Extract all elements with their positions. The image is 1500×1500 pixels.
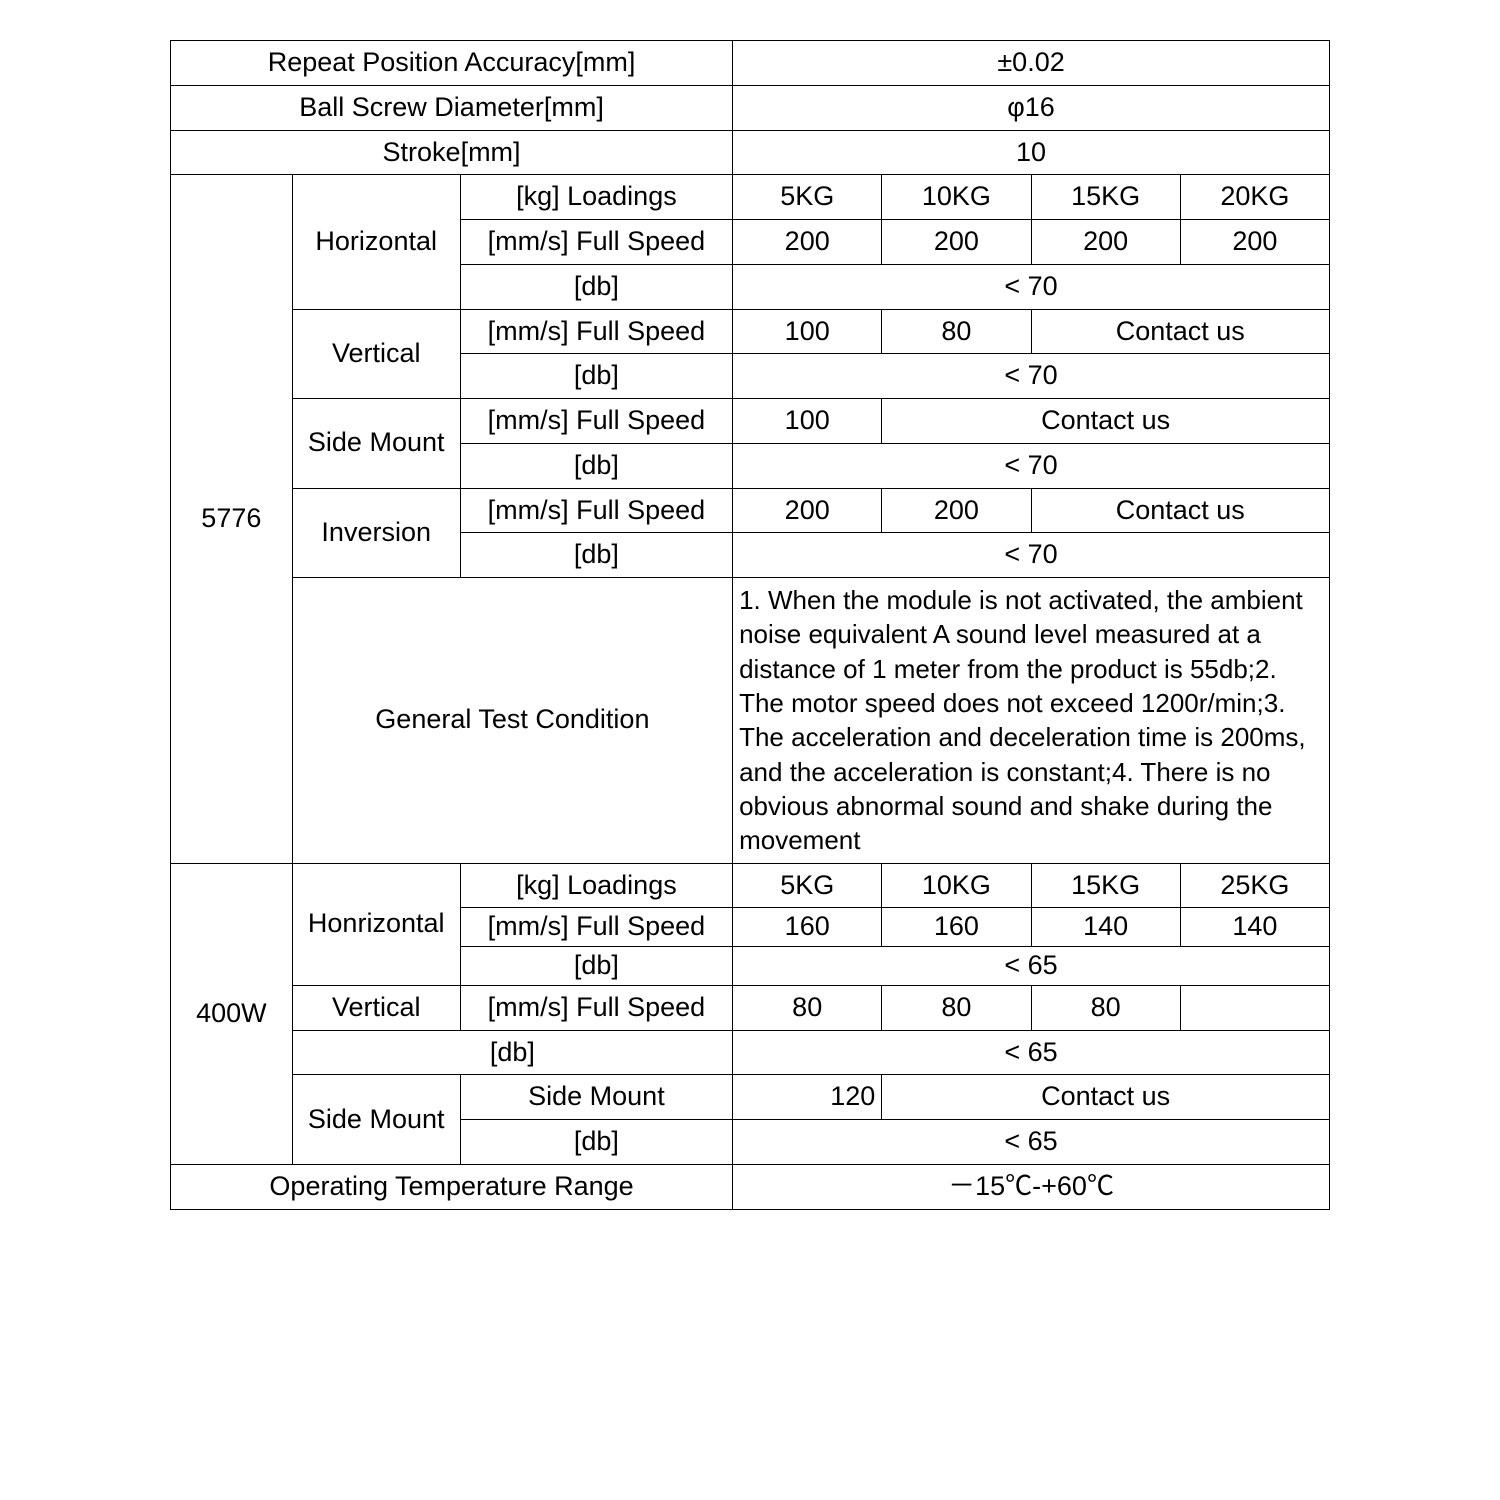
row-400w-db: [db] < 65 bbox=[171, 1030, 1330, 1075]
cell: 10KG bbox=[882, 863, 1031, 908]
cell: 100 bbox=[733, 309, 882, 354]
section1-s-db-value: < 70 bbox=[733, 443, 1330, 488]
row-400w-s-speed: Side Mount Side Mount 120 Contact us bbox=[171, 1075, 1330, 1120]
section2-s-contact: Contact us bbox=[882, 1075, 1330, 1120]
row-5776-general: General Test Condition 1. When the modul… bbox=[171, 578, 1330, 864]
section1-i-db-label: [db] bbox=[460, 533, 732, 578]
stroke-label: Stroke[mm] bbox=[171, 130, 733, 175]
cell: 5KG bbox=[733, 863, 882, 908]
row-400w-h-loadings: 400W Honrizontal [kg] Loadings 5KG 10KG … bbox=[171, 863, 1330, 908]
cell: 80 bbox=[733, 985, 882, 1030]
section1-v-contact: Contact us bbox=[1031, 309, 1329, 354]
section2-db-label: [db] bbox=[292, 1030, 732, 1075]
cell bbox=[1180, 985, 1329, 1030]
cell: 200 bbox=[1031, 220, 1180, 265]
section1-general-text: 1. When the module is not activated, the… bbox=[733, 578, 1330, 864]
cell: 160 bbox=[882, 908, 1031, 947]
row-400w-v-speed: Vertical [mm/s] Full Speed 80 80 80 bbox=[171, 985, 1330, 1030]
section2-h-db-value: < 65 bbox=[733, 947, 1330, 986]
ball-label: Ball Screw Diameter[mm] bbox=[171, 85, 733, 130]
section1-horizontal-label: Horizontal bbox=[292, 175, 460, 309]
row-ball-screw: Ball Screw Diameter[mm] φ16 bbox=[171, 85, 1330, 130]
section2-h-loadings-label: [kg] Loadings bbox=[460, 863, 732, 908]
section2-h-speed-label: [mm/s] Full Speed bbox=[460, 908, 732, 947]
section1-s-speed-label: [mm/s] Full Speed bbox=[460, 399, 732, 444]
cell: 200 bbox=[882, 220, 1031, 265]
section1-inversion-label: Inversion bbox=[292, 488, 460, 578]
section1-v-db-value: < 70 bbox=[733, 354, 1330, 399]
cell: 200 bbox=[733, 220, 882, 265]
section1-h-speed-label: [mm/s] Full Speed bbox=[460, 220, 732, 265]
section1-id: 5776 bbox=[171, 175, 293, 863]
temp-label: Operating Temperature Range bbox=[171, 1164, 733, 1209]
cell: 15KG bbox=[1031, 863, 1180, 908]
section1-s-db-label: [db] bbox=[460, 443, 732, 488]
cell: 200 bbox=[733, 488, 882, 533]
cell: 20KG bbox=[1180, 175, 1329, 220]
cell: 100 bbox=[733, 399, 882, 444]
section1-side-label: Side Mount bbox=[292, 399, 460, 489]
section2-db-value: < 65 bbox=[733, 1030, 1330, 1075]
temp-value: －15℃-+60℃ bbox=[733, 1164, 1330, 1209]
cell: 80 bbox=[1031, 985, 1180, 1030]
cell: 10KG bbox=[882, 175, 1031, 220]
stroke-value: 10 bbox=[733, 130, 1330, 175]
row-5776-h-loadings: 5776 Horizontal [kg] Loadings 5KG 10KG 1… bbox=[171, 175, 1330, 220]
section1-s-contact: Contact us bbox=[882, 399, 1330, 444]
section2-id: 400W bbox=[171, 863, 293, 1164]
section2-s-speed1: 120 bbox=[733, 1075, 882, 1120]
row-stroke: Stroke[mm] 10 bbox=[171, 130, 1330, 175]
section1-h-loadings-label: [kg] Loadings bbox=[460, 175, 732, 220]
cell: 15KG bbox=[1031, 175, 1180, 220]
cell: 140 bbox=[1180, 908, 1329, 947]
section2-vertical-label: Vertical bbox=[292, 985, 460, 1030]
section1-h-db-value: < 70 bbox=[733, 264, 1330, 309]
section2-s-db-label: [db] bbox=[460, 1120, 732, 1165]
section1-v-speed-label: [mm/s] Full Speed bbox=[460, 309, 732, 354]
row-5776-v-speed: Vertical [mm/s] Full Speed 100 80 Contac… bbox=[171, 309, 1330, 354]
section1-i-contact: Contact us bbox=[1031, 488, 1329, 533]
repeat-label: Repeat Position Accuracy[mm] bbox=[171, 41, 733, 86]
row-5776-s-speed: Side Mount [mm/s] Full Speed 100 Contact… bbox=[171, 399, 1330, 444]
cell: 160 bbox=[733, 908, 882, 947]
section2-side-label: Side Mount bbox=[292, 1075, 460, 1165]
cell: 200 bbox=[882, 488, 1031, 533]
row-repeat-accuracy: Repeat Position Accuracy[mm] ±0.02 bbox=[171, 41, 1330, 86]
section1-i-speed-label: [mm/s] Full Speed bbox=[460, 488, 732, 533]
row-temp: Operating Temperature Range －15℃-+60℃ bbox=[171, 1164, 1330, 1209]
ball-value: φ16 bbox=[733, 85, 1330, 130]
cell: 200 bbox=[1180, 220, 1329, 265]
cell: 25KG bbox=[1180, 863, 1329, 908]
row-5776-i-speed: Inversion [mm/s] Full Speed 200 200 Cont… bbox=[171, 488, 1330, 533]
section1-general-label: General Test Condition bbox=[292, 578, 732, 864]
spec-table: Repeat Position Accuracy[mm] ±0.02 Ball … bbox=[170, 40, 1330, 1210]
cell: 80 bbox=[882, 309, 1031, 354]
section2-h-db-label: [db] bbox=[460, 947, 732, 986]
cell: 140 bbox=[1031, 908, 1180, 947]
cell: 5KG bbox=[733, 175, 882, 220]
section1-i-db-value: < 70 bbox=[733, 533, 1330, 578]
section1-v-db-label: [db] bbox=[460, 354, 732, 399]
section1-vertical-label: Vertical bbox=[292, 309, 460, 399]
repeat-value: ±0.02 bbox=[733, 41, 1330, 86]
section2-s-speed-label: Side Mount bbox=[460, 1075, 732, 1120]
section2-horizontal-label: Honrizontal bbox=[292, 863, 460, 985]
section1-h-db-label: [db] bbox=[460, 264, 732, 309]
cell: 80 bbox=[882, 985, 1031, 1030]
section2-s-db-value: < 65 bbox=[733, 1120, 1330, 1165]
section2-v-speed-label: [mm/s] Full Speed bbox=[460, 985, 732, 1030]
